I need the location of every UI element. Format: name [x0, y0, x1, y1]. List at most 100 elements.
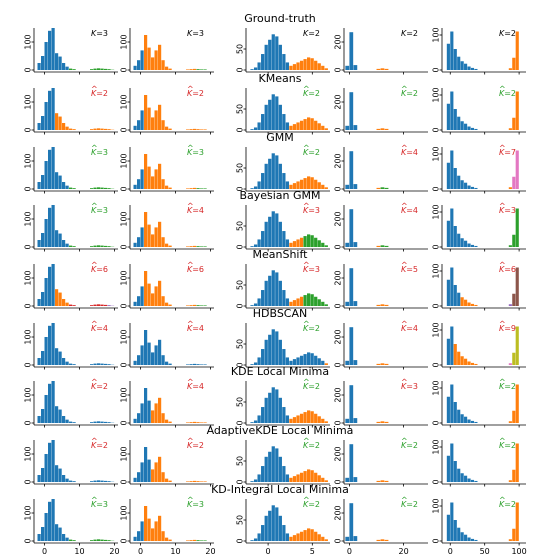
- histogram-bar: [186, 305, 190, 306]
- histogram-bar: [314, 472, 318, 482]
- histogram-bar: [257, 122, 261, 130]
- row-title: Bayesian GMM: [239, 189, 320, 202]
- histogram-bar: [41, 116, 45, 130]
- histogram-bar: [161, 296, 165, 306]
- histogram-bar: [93, 245, 97, 247]
- hat-accent: ^: [499, 320, 506, 329]
- histogram-bar: [282, 173, 286, 189]
- histogram-bar: [299, 237, 304, 247]
- histogram-bar: [147, 47, 151, 70]
- histogram-bar: [349, 151, 354, 189]
- histogram-bar: [140, 169, 144, 189]
- histogram-bar: [376, 363, 381, 365]
- histogram-bar: [508, 304, 512, 306]
- histogram-bar: [151, 410, 155, 423]
- histogram-bar: [133, 242, 137, 247]
- histogram-bar: [470, 479, 475, 482]
- histogram-bar: [314, 60, 318, 70]
- histogram-bar: [450, 443, 454, 482]
- histogram-bar: [345, 65, 350, 70]
- histogram-bar: [104, 480, 108, 482]
- histogram-bar: [310, 529, 314, 541]
- k-label: K=2: [499, 89, 516, 98]
- histogram-bar: [158, 397, 162, 423]
- y-tick-label: 0: [24, 362, 33, 367]
- histogram-bar: [107, 422, 111, 423]
- histogram-bar: [450, 31, 454, 70]
- hat-accent: ^: [303, 496, 310, 505]
- histogram-bar: [168, 304, 172, 306]
- y-tick-label: 100: [24, 505, 33, 520]
- y-tick-label: 100: [432, 439, 441, 454]
- histogram-bar: [93, 363, 97, 365]
- histogram-bar: [133, 65, 137, 70]
- histogram-bar: [289, 536, 293, 541]
- histogram-bar: [140, 345, 144, 365]
- histogram-bar: [275, 155, 279, 189]
- histogram-bar: [324, 128, 328, 130]
- histogram-bar: [104, 68, 108, 70]
- k-label: K=3: [91, 29, 108, 38]
- histogram-bar: [151, 57, 155, 70]
- histogram-bar: [512, 176, 516, 189]
- k-label: K=3: [91, 148, 108, 157]
- histogram-bar: [324, 539, 328, 541]
- y-tick-label: 100: [24, 329, 33, 344]
- histogram-bar: [93, 304, 97, 306]
- histogram-bar: [58, 292, 62, 306]
- histogram-bar: [446, 103, 450, 130]
- histogram-bar: [133, 360, 137, 365]
- k-label: K=3: [303, 265, 320, 274]
- histogram-bar: [457, 233, 461, 247]
- histogram-bar: [261, 173, 265, 189]
- histogram-bar: [296, 415, 300, 423]
- histogram-bar: [460, 532, 464, 541]
- histogram-bar: [453, 520, 457, 541]
- histogram-bar: [307, 410, 311, 423]
- histogram-bar: [37, 416, 41, 423]
- histogram-bar: [189, 422, 193, 423]
- histogram-bar: [470, 420, 475, 423]
- histogram-bar: [261, 114, 265, 130]
- histogram-bar: [186, 188, 190, 189]
- histogram-bar: [41, 351, 45, 365]
- y-tick-label: 0: [334, 479, 343, 484]
- histogram-panel: 0 100 K=3: [24, 28, 118, 75]
- histogram-bar: [168, 128, 172, 130]
- histogram-bar: [512, 469, 516, 482]
- histogram-bar: [292, 359, 297, 365]
- histogram-panel: 0 50 K=2^: [236, 437, 330, 487]
- histogram-bar: [55, 172, 59, 189]
- histogram-bar: [349, 209, 354, 247]
- histogram-panel: 0 200 K=4^: [334, 202, 428, 252]
- hat-accent: ^: [401, 378, 408, 387]
- k-label: K=2: [303, 89, 320, 98]
- hat-accent: ^: [499, 144, 506, 153]
- histogram-bar: [324, 363, 328, 365]
- histogram-bar: [307, 469, 311, 482]
- histogram-bar: [303, 59, 307, 70]
- histogram-bar: [380, 421, 385, 423]
- y-tick-label: 50: [236, 221, 245, 231]
- hat-accent: ^: [91, 85, 98, 94]
- histogram-bar: [137, 120, 141, 130]
- k-label: K=2: [91, 441, 108, 450]
- y-tick-label: 0: [334, 303, 343, 308]
- y-tick-label: 0: [432, 186, 441, 191]
- histogram-bar: [317, 299, 321, 306]
- k-label: K=2: [91, 89, 108, 98]
- histogram-bar: [104, 363, 108, 365]
- histogram-bar: [158, 44, 162, 70]
- histogram-bar: [90, 188, 94, 189]
- histogram-bar: [104, 187, 108, 189]
- histogram-bar: [196, 305, 200, 306]
- histogram-panel: 0 200 K=2^: [334, 437, 428, 487]
- histogram-bar: [470, 362, 475, 365]
- histogram-bar: [453, 402, 457, 423]
- histogram-bar: [285, 298, 290, 306]
- histogram-bar: [104, 304, 108, 306]
- histogram-bar: [299, 120, 304, 130]
- k-label: K=2: [499, 500, 516, 509]
- hat-accent: ^: [499, 496, 506, 505]
- histogram-bar: [353, 65, 358, 70]
